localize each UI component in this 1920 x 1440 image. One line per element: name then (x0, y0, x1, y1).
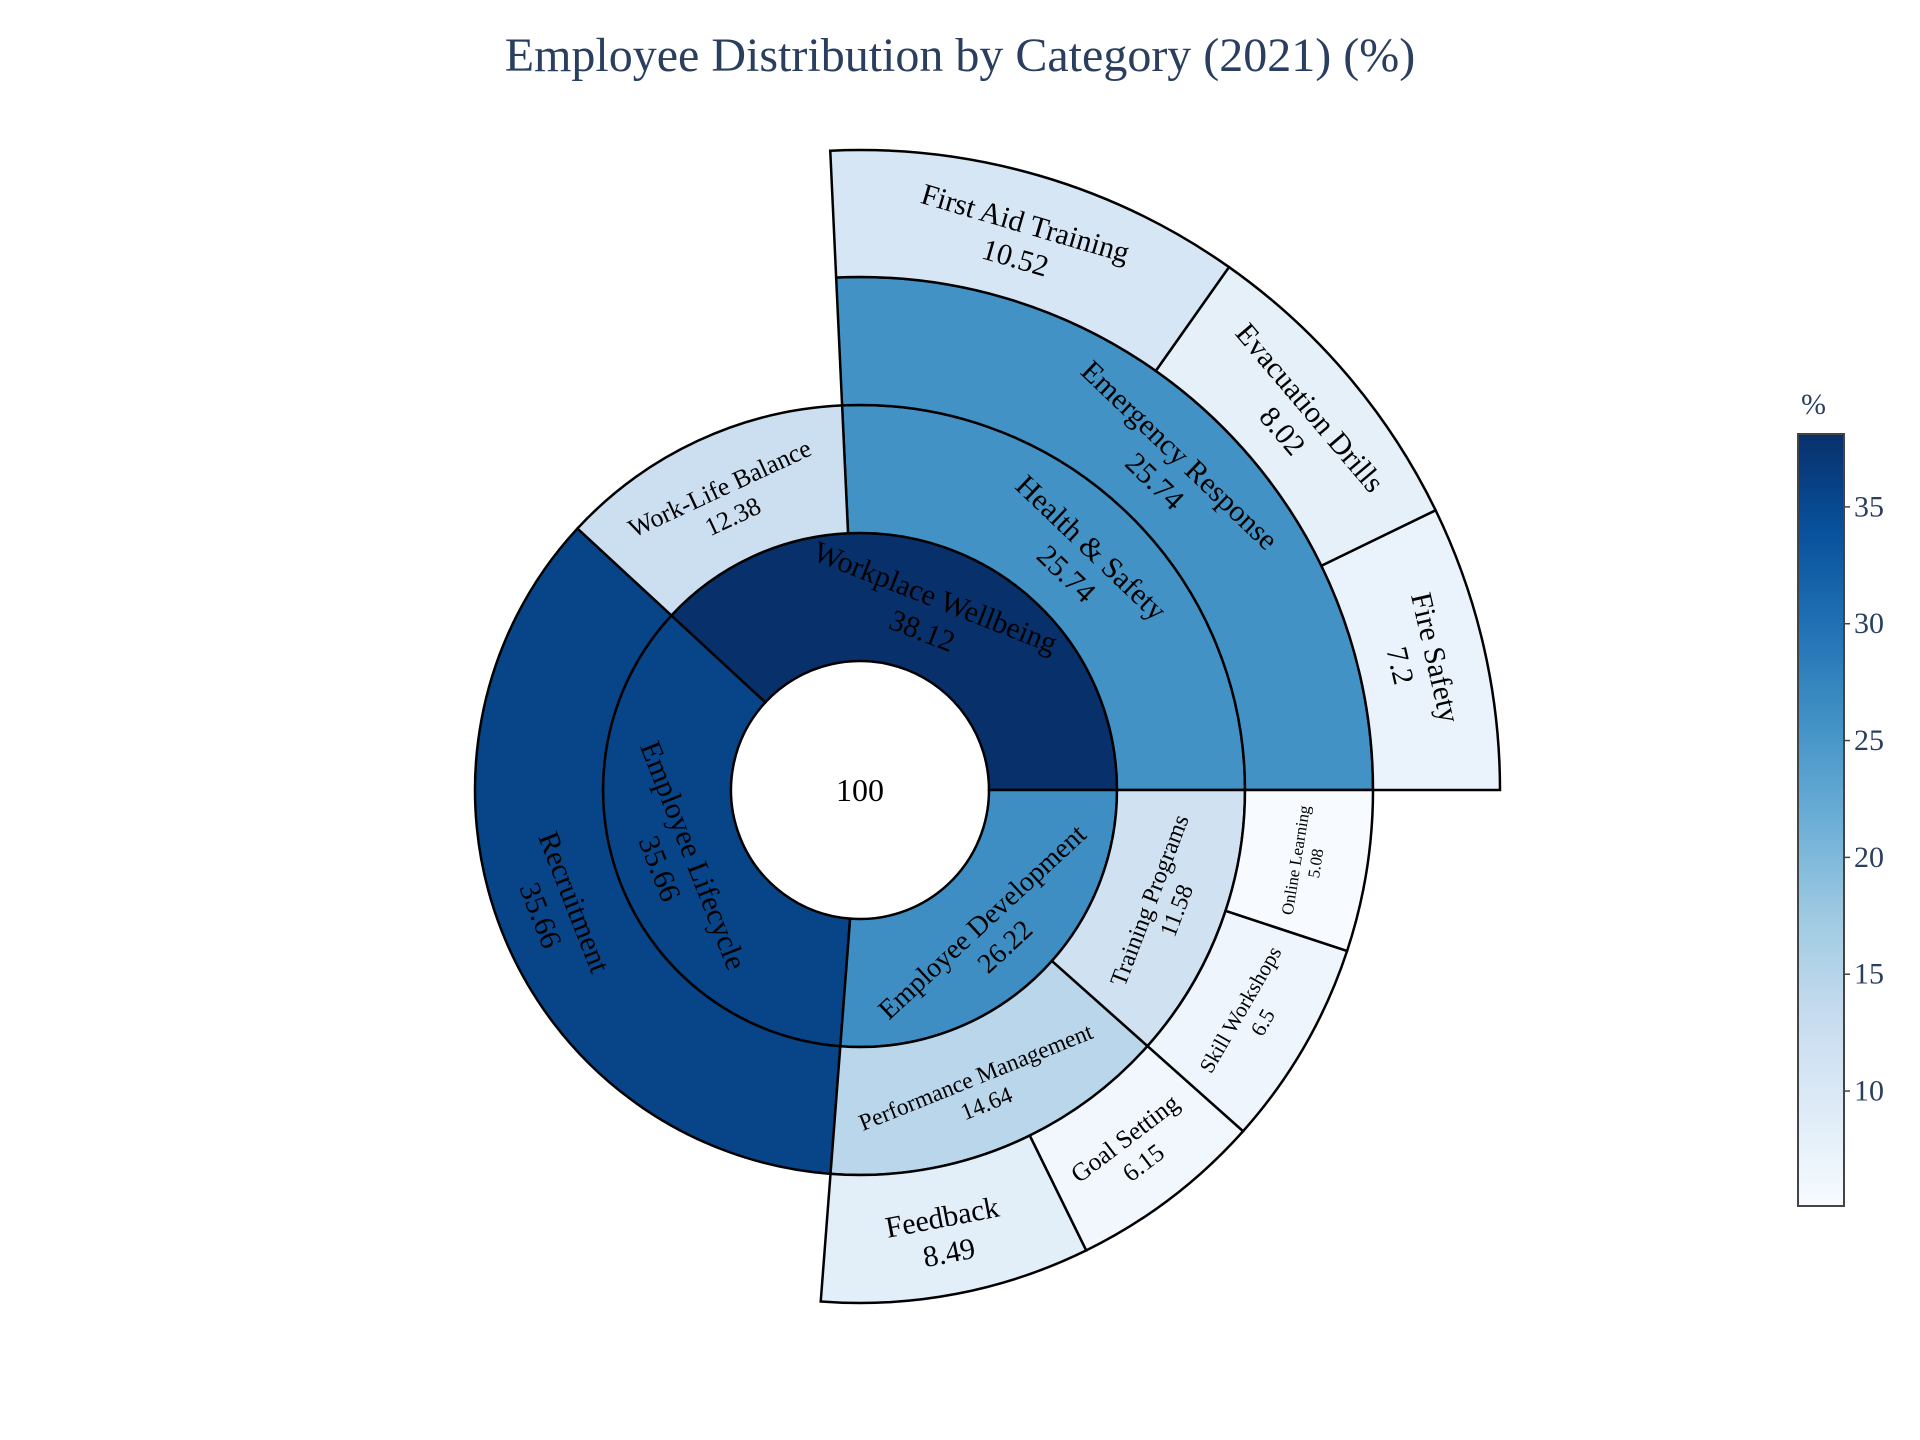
segment-value: 7.2 (1380, 644, 1421, 688)
colorbar-tick-label: 20 (1854, 841, 1884, 874)
segment-online-learning[interactable] (1223, 788, 1375, 953)
chart-title: Employee Distribution by Category (2021)… (504, 29, 1416, 82)
colorbar-tick-label: 25 (1854, 724, 1884, 757)
segment-first-aid-training[interactable] (828, 148, 1231, 373)
colorbar-tick-label: 10 (1854, 1075, 1884, 1108)
colorbar-bar (1797, 433, 1845, 1207)
sunburst-rings (473, 148, 1502, 1305)
colorbar-tick-label: 30 (1854, 607, 1884, 640)
segment-value: 5.08 (1304, 847, 1327, 879)
root-value-label: 100 (836, 772, 884, 808)
colorbar-title: % (1801, 388, 1826, 421)
colorbar-tick-label: 15 (1854, 958, 1884, 991)
colorbar-tick-label: 35 (1854, 490, 1884, 523)
colorbar: % 10 15 20 25 30 35 (1797, 388, 1884, 1207)
segment-recruitment[interactable] (473, 526, 842, 1176)
